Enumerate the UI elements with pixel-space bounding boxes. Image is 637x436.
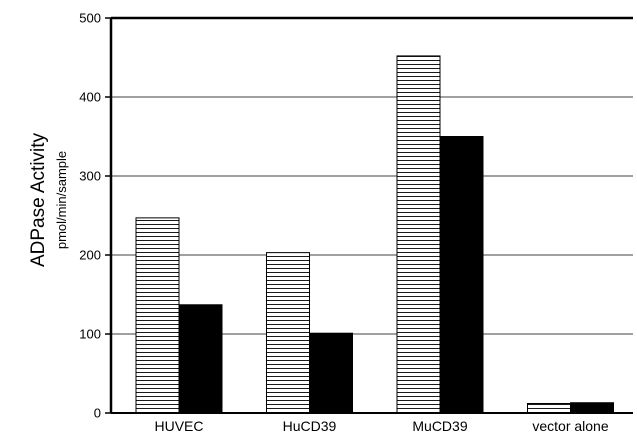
y-tick-label: 0 xyxy=(94,406,101,421)
bar-striped xyxy=(396,55,441,414)
bar-solid xyxy=(178,304,223,414)
x-tick-label: vector alone xyxy=(532,418,608,434)
bar-striped xyxy=(135,217,180,414)
y-axis-label: ADPase Activity xyxy=(28,132,49,267)
y-tick-label: 500 xyxy=(79,11,101,26)
y-ticks: 0 100 200 300 400 500 xyxy=(79,11,111,421)
y-tick-label: 400 xyxy=(79,90,101,105)
x-tick-label: HuCD39 xyxy=(283,418,337,434)
y-tick-label: 200 xyxy=(79,248,101,263)
y-tick-label: 100 xyxy=(79,327,101,342)
x-category-labels: HUVEC HuCD39 MuCD39 vector alone xyxy=(154,418,608,434)
y-tick-label: 300 xyxy=(79,169,101,184)
axes xyxy=(109,16,633,414)
bar-striped xyxy=(527,403,571,414)
x-tick-label: MuCD39 xyxy=(412,418,467,434)
x-tick-label: HUVEC xyxy=(154,418,203,434)
bar-solid xyxy=(309,332,353,414)
bar-striped xyxy=(266,252,310,414)
bar-solid xyxy=(439,136,484,414)
bars xyxy=(135,55,614,414)
grid-lines xyxy=(111,17,633,335)
y-axis-unit-label: pmol/min/sample xyxy=(54,151,69,249)
bar-solid xyxy=(570,402,614,414)
